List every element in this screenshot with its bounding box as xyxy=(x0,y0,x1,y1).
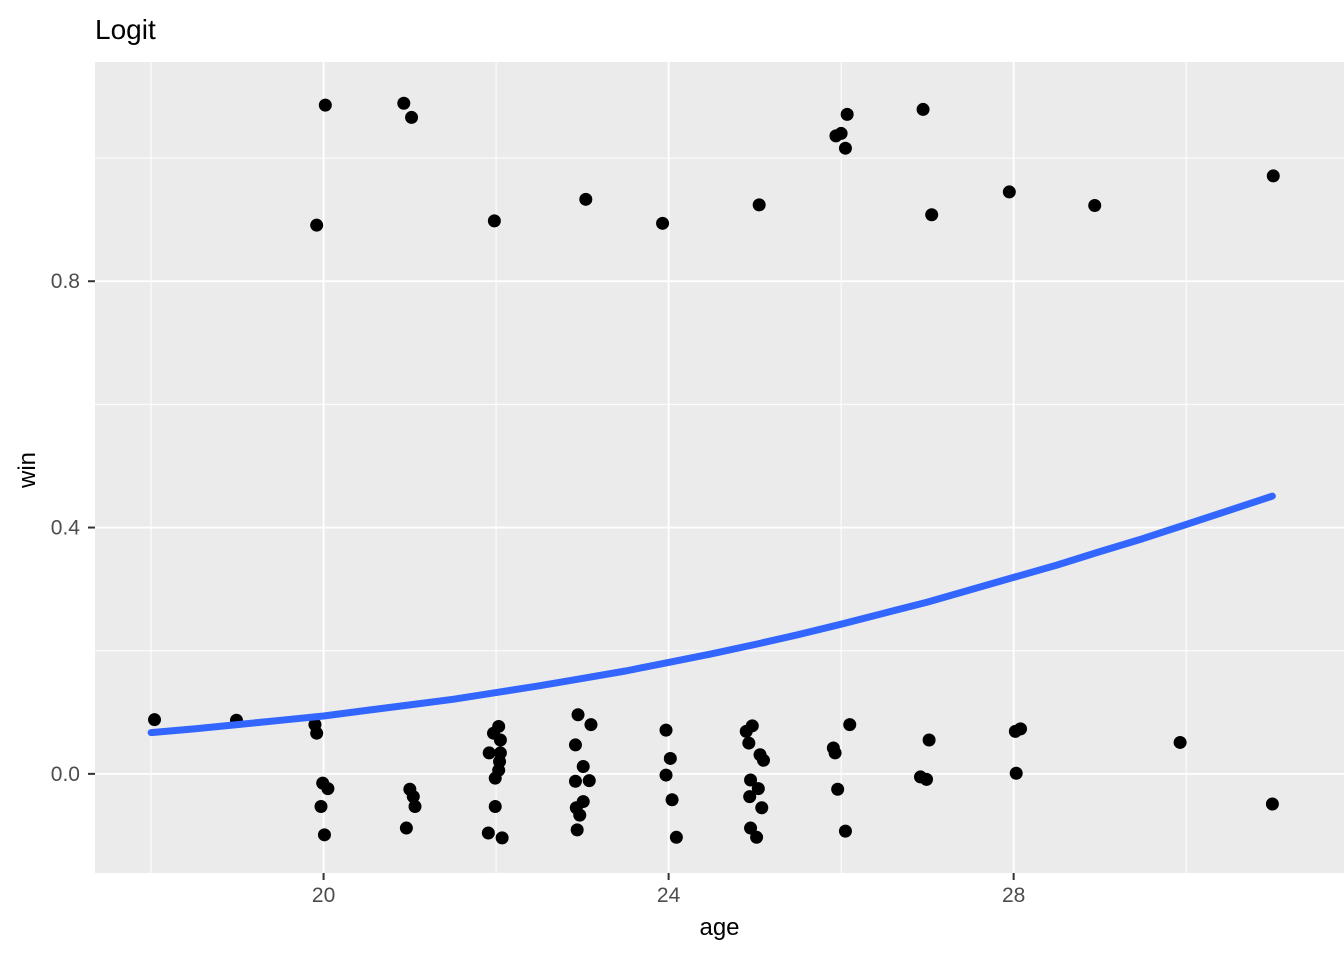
data-point xyxy=(742,736,756,750)
data-point xyxy=(751,782,765,796)
x-tick-label: 28 xyxy=(1002,884,1025,907)
x-tick-label: 20 xyxy=(312,884,335,907)
smooth-curve xyxy=(147,492,1276,737)
data-point xyxy=(739,724,753,738)
data-point xyxy=(1265,797,1279,811)
data-point xyxy=(482,746,496,760)
data-point xyxy=(310,218,324,232)
data-point xyxy=(493,733,507,747)
data-point xyxy=(750,830,764,844)
data-point xyxy=(840,107,854,121)
data-point xyxy=(663,751,677,765)
data-point xyxy=(317,828,331,842)
data-point xyxy=(925,208,939,222)
data-point xyxy=(920,772,934,786)
data-point xyxy=(1173,735,1187,749)
plot-title: Logit xyxy=(95,14,156,45)
data-point xyxy=(755,801,769,815)
data-point xyxy=(744,773,758,787)
data-point xyxy=(571,708,585,722)
data-point xyxy=(1088,198,1102,212)
data-point xyxy=(831,782,845,796)
data-point xyxy=(573,808,587,822)
data-point xyxy=(1002,185,1016,199)
data-point xyxy=(756,753,770,767)
data-point xyxy=(744,821,758,835)
data-point xyxy=(495,831,509,845)
y-tick-label: 0.8 xyxy=(51,270,80,293)
data-point xyxy=(743,790,757,804)
data-point xyxy=(318,98,332,112)
y-tick-label: 0.0 xyxy=(51,763,80,786)
data-point xyxy=(916,102,930,116)
data-point xyxy=(838,141,852,155)
x-tick-label: 24 xyxy=(657,884,681,907)
data-point xyxy=(838,824,852,838)
data-point xyxy=(828,746,842,760)
data-point xyxy=(481,826,495,840)
data-point xyxy=(665,793,679,807)
data-point xyxy=(148,713,162,727)
data-point xyxy=(568,738,582,752)
data-point xyxy=(399,821,413,835)
data-point xyxy=(1014,722,1028,736)
data-point xyxy=(408,799,422,813)
data-point xyxy=(669,830,683,844)
x-axis-title: age xyxy=(699,914,740,941)
data-point xyxy=(752,198,766,212)
y-axis-title: win xyxy=(14,452,41,489)
data-point xyxy=(579,192,593,206)
data-point xyxy=(488,799,502,813)
data-point xyxy=(834,126,848,140)
data-point xyxy=(570,823,584,837)
data-point xyxy=(568,774,582,788)
data-point xyxy=(314,799,328,813)
data-point xyxy=(843,718,857,732)
data-point xyxy=(405,110,419,124)
data-point xyxy=(1266,169,1280,183)
panel-background xyxy=(95,62,1344,873)
data-point xyxy=(397,96,411,110)
data-point xyxy=(488,771,502,785)
data-point xyxy=(582,774,596,788)
data-point xyxy=(310,726,324,740)
data-point xyxy=(576,759,590,773)
data-point xyxy=(922,733,936,747)
data-point xyxy=(1009,766,1023,780)
data-point xyxy=(656,216,670,230)
data-point xyxy=(406,790,420,804)
data-point xyxy=(659,723,673,737)
data-point xyxy=(659,768,673,782)
data-point xyxy=(487,214,501,228)
data-point xyxy=(584,718,598,732)
y-tick-label: 0.4 xyxy=(51,517,81,540)
data-point xyxy=(321,782,335,796)
